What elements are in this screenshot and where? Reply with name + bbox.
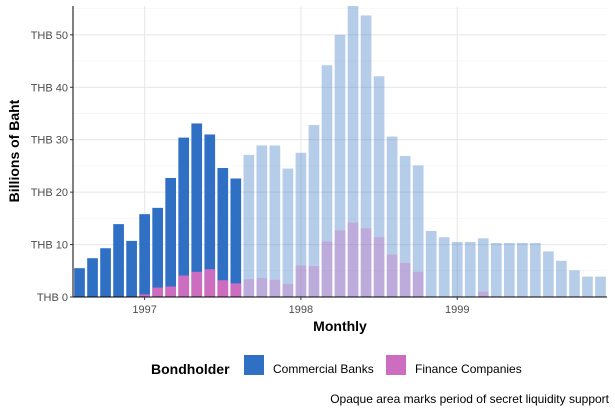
- bar-finance-companies: [204, 269, 216, 297]
- x-axis-ticks: 1997 1998 1999: [132, 297, 469, 316]
- bar-commercial-banks: [360, 15, 372, 297]
- bar-commercial-banks: [543, 251, 554, 297]
- bar-commercial-banks: [334, 34, 346, 298]
- x-tick-label: 1997: [132, 304, 156, 316]
- bar-finance-companies: [191, 271, 203, 297]
- bar-finance-companies: [230, 283, 242, 297]
- bar-commercial-banks: [74, 268, 85, 297]
- bar-finance-companies: [347, 222, 359, 297]
- bar-finance-companies: [152, 287, 163, 297]
- bar-commercial-banks: [191, 123, 203, 297]
- bar-commercial-banks: [582, 276, 593, 297]
- y-tick-label: THB 10: [31, 240, 68, 252]
- x-tick-label: 1998: [289, 304, 313, 316]
- bar-commercial-banks: [595, 276, 606, 297]
- bar-finance-companies: [165, 286, 177, 297]
- bar-commercial-banks: [517, 242, 528, 297]
- bar-commercial-banks: [87, 258, 98, 297]
- bar-finance-companies: [178, 275, 190, 297]
- bar-finance-companies: [243, 279, 255, 297]
- bar-commercial-banks: [569, 270, 580, 297]
- bar-commercial-banks: [399, 155, 411, 297]
- bar-finance-companies: [477, 291, 489, 297]
- bar-commercial-banks: [243, 154, 255, 297]
- bar-commercial-banks: [139, 214, 150, 297]
- bar-finance-companies: [360, 228, 372, 297]
- commercial-banks-bars: [74, 6, 606, 298]
- legend-swatch-finance-companies: [386, 355, 406, 375]
- bar-finance-companies: [321, 241, 333, 297]
- bar-finance-companies: [334, 230, 346, 297]
- bar-finance-companies: [139, 294, 150, 297]
- bar-commercial-banks: [425, 230, 437, 297]
- bar-commercial-banks: [530, 242, 541, 297]
- bar-commercial-banks: [556, 260, 567, 297]
- bar-commercial-banks: [230, 178, 242, 297]
- legend-swatch-commercial-banks: [244, 355, 264, 375]
- bar-commercial-banks: [178, 137, 190, 297]
- bar-finance-companies: [308, 266, 320, 297]
- y-axis-ticks: THB 0 THB 10 THB 20 THB 30 THB 40 THB 50: [31, 30, 73, 304]
- bar-commercial-banks: [477, 238, 489, 297]
- bar-finance-companies: [399, 262, 411, 297]
- y-tick-label: THB 30: [31, 135, 68, 147]
- bar-commercial-banks: [152, 207, 163, 297]
- bar-commercial-banks: [282, 168, 294, 297]
- bar-commercial-banks: [490, 242, 502, 297]
- bar-commercial-banks: [113, 224, 124, 297]
- finance-companies-bars: [139, 222, 489, 297]
- x-tick-label: 1999: [445, 304, 469, 316]
- chart-caption: Opaque area marks period of secret liqui…: [330, 392, 609, 406]
- bar-finance-companies: [386, 254, 398, 297]
- bar-commercial-banks: [269, 145, 281, 297]
- bar-commercial-banks: [126, 240, 137, 297]
- bar-commercial-banks: [386, 136, 398, 297]
- legend-title: Bondholder: [151, 361, 230, 377]
- bar-commercial-banks: [503, 242, 515, 297]
- bar-finance-companies: [412, 271, 424, 297]
- bar-commercial-banks: [347, 6, 359, 297]
- bar-commercial-banks: [217, 168, 229, 297]
- bar-finance-companies: [256, 278, 268, 297]
- bar-commercial-banks: [321, 65, 333, 297]
- bar-finance-companies: [269, 279, 281, 297]
- bar-commercial-banks: [412, 165, 424, 297]
- legend: Bondholder Commercial Banks Finance Comp…: [151, 355, 522, 377]
- legend-label-commercial-banks: Commercial Banks: [273, 362, 374, 376]
- bar-finance-companies: [217, 280, 229, 297]
- bar-commercial-banks: [100, 248, 111, 297]
- bar-finance-companies: [373, 237, 385, 297]
- y-tick-label: THB 0: [37, 292, 68, 304]
- y-tick-label: THB 50: [31, 30, 68, 42]
- y-tick-label: THB 40: [31, 82, 68, 94]
- bar-commercial-banks: [451, 241, 463, 297]
- bar-finance-companies: [295, 265, 307, 297]
- axes: [72, 6, 607, 298]
- bar-commercial-banks: [308, 125, 320, 298]
- bar-commercial-banks: [373, 76, 385, 297]
- bar-commercial-banks: [204, 134, 216, 297]
- bar-commercial-banks: [438, 237, 450, 297]
- y-tick-label: THB 20: [31, 187, 68, 199]
- bar-finance-companies: [282, 283, 294, 297]
- bar-commercial-banks: [165, 177, 177, 297]
- bar-commercial-banks: [295, 152, 307, 297]
- bar-commercial-banks: [256, 145, 268, 297]
- bar-commercial-banks: [464, 241, 476, 297]
- x-axis-title: Monthly: [313, 318, 367, 334]
- legend-label-finance-companies: Finance Companies: [415, 362, 522, 376]
- y-axis-title: Billions of Baht: [6, 99, 22, 202]
